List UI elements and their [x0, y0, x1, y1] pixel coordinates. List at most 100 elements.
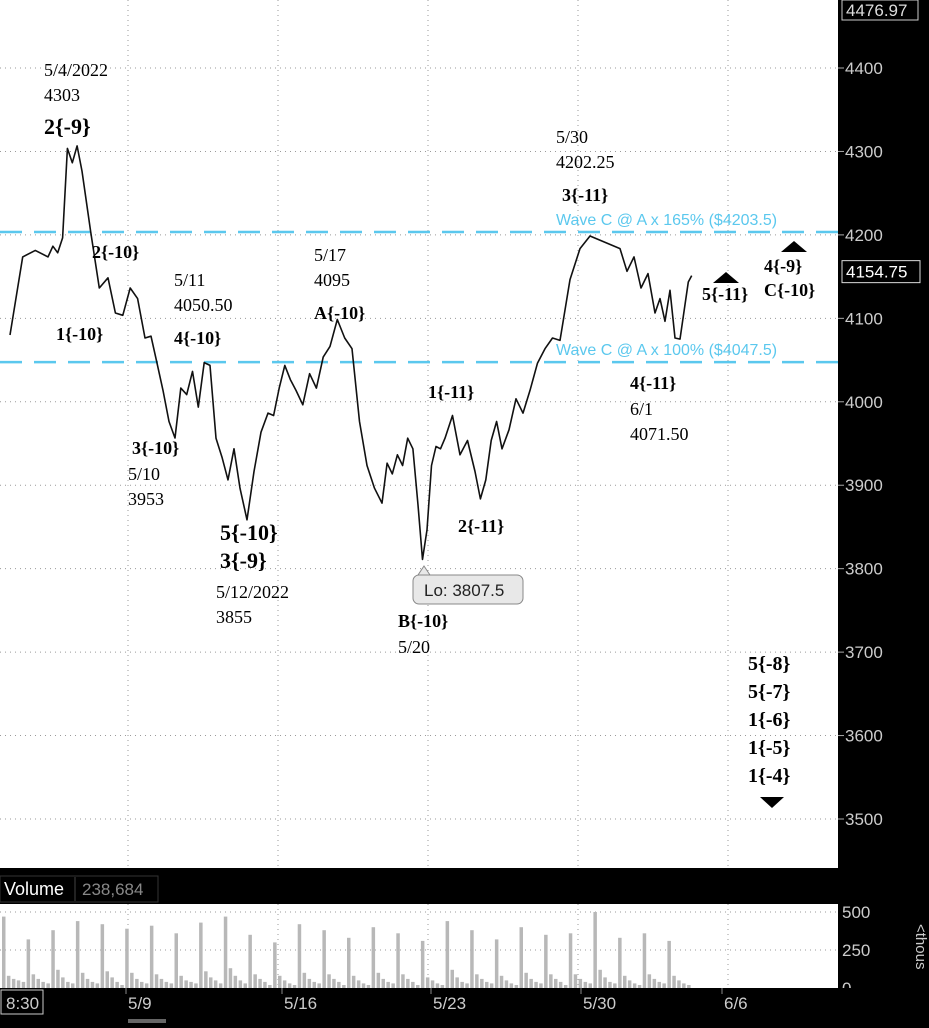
volume-bar-74	[366, 985, 371, 988]
volume-bar-47	[233, 975, 238, 988]
annotation-3-line-1: 4050.50	[174, 295, 233, 315]
volume-bar-87	[430, 980, 435, 988]
volume-bar-37	[184, 980, 188, 988]
volume-bar-89	[440, 985, 445, 988]
volume-bar-33	[164, 981, 169, 988]
volume-panel[interactable]	[0, 904, 838, 988]
volume-chart[interactable]	[0, 904, 838, 988]
volume-bar-13	[66, 981, 70, 988]
volume-bar-136	[672, 975, 676, 988]
wave-stack-label-1: 5{-7}	[748, 681, 791, 703]
wave-label-0: 2{-9}	[44, 114, 91, 139]
x-scroll-marker	[128, 1019, 166, 1023]
price-chart[interactable]: Wave C @ A x 165% ($4203.5) Wave C @ A x …	[0, 0, 838, 868]
reference-line-label-1: Wave C @ A x 100% ($4047.5)	[556, 342, 777, 359]
volume-bar-65	[322, 930, 326, 988]
annotation-0-line-1: 4303	[44, 85, 80, 105]
x-tick-label-3: 5/23	[433, 994, 466, 1013]
wave-label-8: 2{-11}	[458, 516, 504, 536]
wave-label-14-second: C{-10}	[764, 280, 815, 300]
annotation-5-line-1: 3855	[216, 607, 252, 627]
volume-bar-21	[105, 971, 109, 988]
wave-label-4: 3{-10}	[132, 438, 179, 458]
y-tick-label-6: 4100	[845, 309, 883, 328]
volume-bar-63	[312, 981, 316, 988]
volume-bar-139	[687, 985, 691, 988]
volume-bar-99	[489, 983, 494, 988]
volume-bar-122	[603, 977, 607, 988]
price-axis-panel: 3500 3600 3700 3800 3900 4000 4100 4200 4300 4400…	[838, 0, 929, 868]
price-chart-panel[interactable]: Wave C @ A x 165% ($4203.5) Wave C @ A x …	[0, 0, 838, 868]
y-tick-label-1: 3600	[845, 727, 883, 746]
volume-bar-93	[460, 981, 464, 988]
volume-bar-1	[6, 975, 11, 988]
volume-bar-52	[258, 978, 262, 988]
volume-bar-54	[268, 985, 272, 988]
volume-bar-118	[583, 981, 588, 988]
x-tick-label-0: 8:30	[6, 994, 39, 1013]
low-callout-box	[412, 574, 524, 605]
top-price-box	[841, 0, 919, 21]
volume-bar-0	[2, 916, 6, 988]
x-tick-label-5: 6/6	[724, 994, 748, 1013]
volume-bar-128	[632, 983, 637, 988]
volume-bar-62	[307, 978, 312, 988]
volume-bar-9	[46, 983, 50, 988]
wave-label-3: 4{-10}	[174, 328, 221, 348]
volume-bar-75	[371, 927, 376, 988]
volume-bar-105	[519, 927, 523, 988]
volume-bar-55	[273, 942, 277, 988]
last-price-box	[841, 260, 921, 284]
volume-bar-46	[228, 968, 233, 988]
volume-bar-4	[21, 981, 26, 988]
volume-bar-100	[494, 939, 499, 988]
volume-bar-29	[144, 983, 149, 988]
volume-bar-120	[593, 912, 597, 988]
volume-bar-84	[416, 985, 420, 988]
volume-bar-135	[667, 940, 671, 988]
volume-bar-27	[135, 978, 139, 988]
annotation-4-line-1: 3953	[128, 489, 164, 509]
volume-bar-15	[75, 921, 80, 988]
volume-bar-36	[179, 975, 183, 988]
volume-bar-123	[608, 981, 612, 988]
annotation-12-line-0: 6/1	[630, 399, 653, 419]
volume-bar-80	[396, 933, 400, 988]
y-tick-label-5: 4000	[845, 393, 883, 412]
annotation-12-line-1: 4071.50	[630, 424, 689, 444]
volume-bar-2	[11, 978, 16, 988]
volume-bar-125	[618, 937, 622, 988]
up-triangle-marker-1	[713, 272, 739, 283]
volume-bar-38	[189, 981, 193, 988]
annotation-5-line-0: 5/12/2022	[216, 582, 289, 602]
volume-bar-134	[662, 983, 666, 988]
reference-line-label-0: Wave C @ A x 165% ($4203.5)	[556, 212, 777, 229]
volume-label: Volume	[4, 879, 64, 899]
wave-label-12: 4{-11}	[630, 373, 676, 393]
volume-bar-59	[292, 985, 297, 988]
volume-bar-96	[475, 974, 479, 988]
date-axis: 8:30 5/9 5/16 5/23 5/30 6/6	[0, 988, 929, 1023]
volume-axis-unit: <thous	[912, 924, 929, 969]
x-tick-box-0	[0, 989, 44, 1015]
y-tick-label-2: 3700	[845, 643, 883, 662]
wave-label-10: B{-10}	[398, 611, 448, 631]
volume-bar-50	[248, 934, 252, 988]
y-tick-label-8: 4300	[845, 142, 883, 161]
volume-bar-10	[51, 930, 55, 988]
volume-bar-57	[282, 980, 287, 988]
volume-bar-19	[95, 983, 100, 988]
volume-bar-113	[558, 981, 563, 988]
volume-bar-101	[499, 975, 504, 988]
volume-axis: 0 250 500 <thous	[842, 904, 929, 988]
volume-bar-132	[652, 978, 657, 988]
price-axis: 3500 3600 3700 3800 3900 4000 4100 4200 4300 4400…	[838, 0, 921, 829]
annotation-11-line-1: 4202.25	[556, 152, 615, 172]
volume-bar-79	[391, 983, 395, 988]
annotation-3-line-0: 5/11	[174, 270, 205, 290]
volume-tick-label-0: 0	[842, 979, 851, 988]
wave-stack-label-2: 1{-6}	[748, 709, 791, 731]
volume-bar-3	[16, 980, 21, 988]
y-tick-label-7: 4200	[845, 226, 883, 245]
annotation-11-line-0: 5/30	[556, 127, 588, 147]
